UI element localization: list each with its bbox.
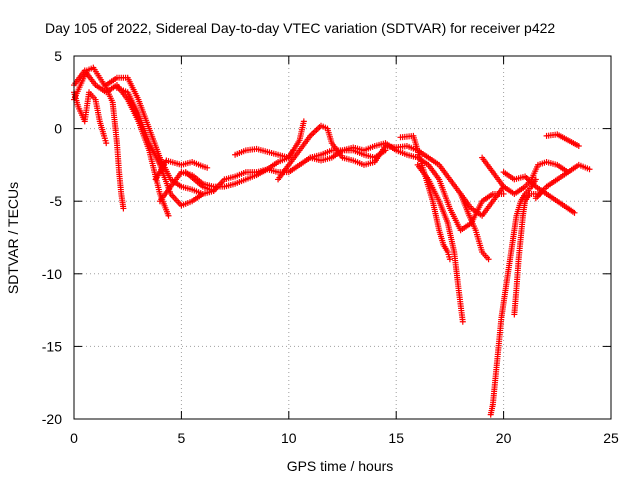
series-arc-11: [307, 140, 507, 234]
series-arc-3: [71, 67, 172, 219]
series-arc-6: [152, 157, 211, 183]
data-point-marker: [586, 166, 593, 173]
series-arc-20: [543, 131, 582, 150]
grid-layer: [74, 56, 611, 419]
marks-layer: [71, 64, 593, 418]
data-point-marker: [500, 190, 507, 197]
data-point-marker: [571, 209, 578, 216]
y-axis-label: SDTVAR / TECUs: [5, 182, 21, 294]
data-point-marker: [120, 205, 127, 212]
series-arc-15: [487, 176, 539, 418]
y-tick-label: -5: [50, 193, 63, 209]
series-arc-17: [479, 154, 572, 197]
chart-title: Day 105 of 2022, Sidereal Day-to-day VTE…: [45, 20, 555, 36]
data-point-marker: [300, 118, 307, 125]
ticks-layer: 0 5 10 15 20 25 -20 -15 -10 -5 0 5: [42, 48, 619, 446]
data-point-marker: [446, 256, 453, 263]
series-arc-18: [500, 169, 578, 216]
series-arc-12: [397, 132, 453, 263]
series-arc-2: [71, 89, 110, 147]
data-point-marker: [485, 256, 492, 263]
data-point-marker: [204, 164, 211, 171]
series-arc-10: [275, 122, 507, 219]
x-tick-label: 10: [281, 430, 297, 446]
x-axis-label: GPS time / hours: [287, 458, 394, 474]
series-arc-19: [532, 161, 593, 202]
x-tick-label: 25: [603, 430, 619, 446]
x-tick-label: 20: [496, 430, 512, 446]
series-arc-9: [232, 118, 307, 161]
data-point-marker: [103, 140, 110, 147]
series-arc-14: [457, 190, 492, 263]
x-tick-label: 5: [178, 430, 186, 446]
y-tick-label: 5: [54, 48, 62, 64]
data-point-marker: [459, 318, 466, 325]
y-tick-label: 0: [54, 121, 62, 137]
series-arc-16: [511, 190, 544, 318]
series-arc-7: [156, 147, 297, 205]
data-point-marker: [165, 212, 172, 219]
y-tick-label: -10: [42, 266, 62, 282]
y-tick-label: -15: [42, 338, 62, 354]
x-tick-label: 0: [70, 430, 78, 446]
plot-frame: [73, 55, 612, 420]
x-tick-label: 15: [388, 430, 404, 446]
data-point-marker: [575, 143, 582, 150]
y-tick-label: -20: [42, 411, 62, 427]
series-arc-13: [414, 161, 466, 325]
